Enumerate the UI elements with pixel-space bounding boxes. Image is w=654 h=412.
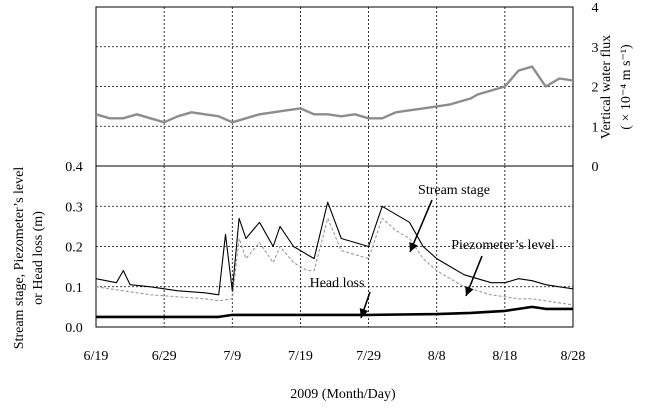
top-y-tick-label: 0 <box>592 160 599 175</box>
top-flux-series-line <box>95 65 574 124</box>
piezometer-s-level-series-line <box>95 217 574 306</box>
top-y-axis-label-line2: ( × 10⁻⁴ m s⁻¹) <box>619 44 634 130</box>
bottom-y-tick-label: 0.2 <box>65 241 83 256</box>
bottom-y-tick-label: 0.0 <box>65 321 83 336</box>
vertical-flux-panel: 0 1 2 3 4 <box>95 1 599 175</box>
stage-headloss-panel: 0.0 0.1 0.2 0.3 0.4 6/19 6/29 7/9 7/19 7/29 8/8 8/1… <box>65 160 585 364</box>
annotation-stream-stage: Stream stage <box>418 183 490 198</box>
bottom-x-tick-label: 7/19 <box>288 349 313 364</box>
stream-stage-series-line <box>95 201 574 296</box>
stream-stage-arrow <box>409 199 433 253</box>
head-loss-arrow-head <box>359 308 369 318</box>
bottom-x-tick-label: 6/19 <box>84 349 109 364</box>
top-y-tick-label: 1 <box>592 120 599 135</box>
bottom-y-axis-label-line1: Stream stage, Piezometer’s level <box>12 167 27 350</box>
bottom-x-tick-label: 6/29 <box>152 349 177 364</box>
head-loss-series-line <box>96 305 573 319</box>
piezometer-level-arrow-head <box>465 285 474 296</box>
annotation-head-loss: Head loss <box>310 276 365 291</box>
bottom-y-tick-label: 0.4 <box>65 160 83 175</box>
bottom-y-axis-label-line2: or Head loss (m) <box>31 211 46 305</box>
annotation-piezometer-level: Piezometer’s level <box>451 238 555 253</box>
bottom-x-tick-label: 7/29 <box>356 349 381 364</box>
top-y-axis-label-line1: Vertical water flux <box>599 35 614 139</box>
bottom-x-tick-label: 7/9 <box>223 349 241 364</box>
top-y-tick-label: 2 <box>592 81 599 96</box>
bottom-y-tick-label: 0.1 <box>65 281 83 296</box>
bottom-x-tick-label: 8/28 <box>561 349 586 364</box>
bottom-y-tick-label: 0.3 <box>65 200 83 215</box>
top-y-tick-label: 4 <box>592 1 599 16</box>
bottom-x-tick-label: 8/8 <box>428 349 446 364</box>
top-y-tick-label: 3 <box>592 41 599 56</box>
stream-stage-arrow-head <box>409 241 418 252</box>
bottom-x-tick-label: 8/18 <box>492 349 517 364</box>
x-axis-label: 2009 (Month/Day) <box>290 387 396 402</box>
